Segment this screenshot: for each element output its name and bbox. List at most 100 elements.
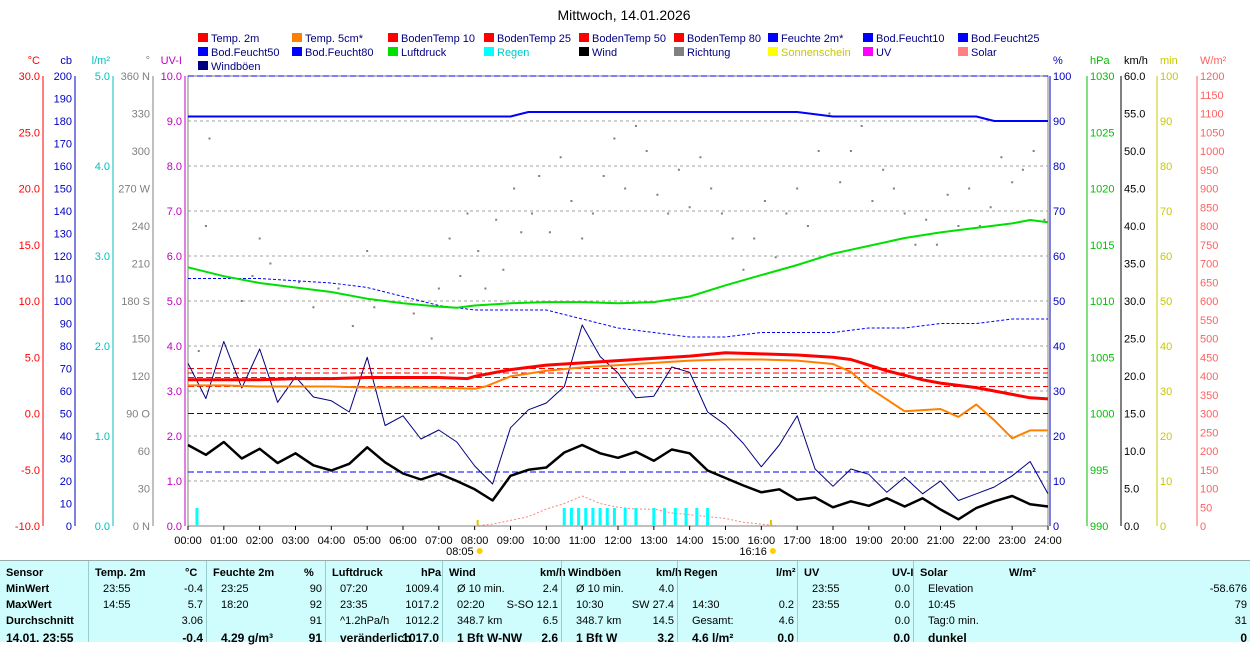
axis-tick-label: 60: [138, 446, 150, 458]
stats-value: 0.0: [894, 599, 910, 611]
stats-sub: Elevation: [928, 583, 974, 595]
stats-row: Tag:0 min. 31: [920, 615, 1247, 631]
stats-value: 4.0: [658, 583, 674, 595]
axis-tick-label: 550: [1200, 315, 1218, 327]
legend-label-bod-feucht80: Bod.Feucht80: [305, 47, 374, 59]
stats-header: UV: [804, 567, 820, 579]
axis-tick-label: 5.0: [95, 71, 110, 83]
axis-tick-label: 90 O: [126, 409, 150, 421]
direction-point: [484, 287, 487, 290]
weather-chart: Mittwoch, 14.01.2026 Temp. 2m Temp. 5cm* B…: [15, 7, 1227, 558]
direction-point: [796, 187, 799, 190]
stats-sub: 14:55: [103, 599, 131, 611]
stats-unit: °C: [185, 567, 198, 579]
stats-sub: 14:30: [692, 599, 720, 611]
series-line-bod-feucht10: [188, 278, 1048, 338]
direction-point: [477, 250, 480, 252]
axis-tick-label: 450: [1200, 352, 1218, 364]
stats-unit: %: [304, 567, 314, 579]
direction-point: [448, 237, 451, 240]
direction-point: [251, 275, 254, 277]
axis-tick-label: 90: [1053, 116, 1065, 128]
legend-swatch-bod-feucht80: [292, 47, 302, 56]
direction-point: [946, 193, 949, 196]
direction-point: [634, 125, 637, 127]
stats-row: 23:55 0.0: [804, 583, 910, 599]
rain-bar: [706, 508, 710, 526]
axis-tick-label: 1025: [1090, 127, 1114, 139]
direction-point: [602, 175, 605, 177]
axis-tick-label: 80: [60, 341, 72, 353]
time-tick-label: 01:00: [210, 535, 238, 547]
legend-label-feuchte-2m: Feuchte 2m*: [781, 33, 844, 45]
legend-swatch-sonnenschein: [768, 47, 778, 56]
axis-tick-label: 70: [60, 364, 72, 376]
series-layer: [187, 75, 1049, 527]
axis-tick-label: 40: [1160, 341, 1172, 353]
grid: [188, 120, 1048, 482]
series-line-solar: [474, 495, 780, 527]
axis-unit--right: %: [1053, 55, 1063, 67]
stats-row: MaxWert: [6, 599, 84, 615]
axis-tick-label: 1150: [1200, 90, 1224, 102]
sun-icon: [476, 548, 483, 554]
stats-label: MaxWert: [6, 599, 52, 611]
direction-point: [373, 306, 376, 309]
direction-point: [197, 350, 200, 352]
direction-point: [269, 262, 272, 265]
direction-point: [667, 212, 670, 215]
direction-point: [720, 212, 723, 215]
axis-tick-label: 1.0: [95, 431, 110, 443]
series-line-temp-5cm: [188, 358, 1048, 440]
rain-bar: [195, 508, 199, 526]
axis-tick-label: 25.0: [19, 127, 40, 139]
direction-point: [208, 137, 211, 140]
direction-point: [914, 243, 917, 246]
axis-tick-label: 750: [1200, 240, 1218, 252]
rain-bar: [598, 508, 602, 526]
axis-tick-label: 1100: [1200, 109, 1224, 121]
axis-tick-label: 1030: [1090, 71, 1114, 83]
direction-point: [570, 200, 573, 202]
stats-row: Gesamt: 4.6: [684, 615, 794, 631]
axis-tick-label: 40: [1053, 341, 1065, 353]
time-tick-label: 17:00: [783, 535, 811, 547]
axis-tick-label: 0: [1200, 521, 1206, 533]
axis-tick-label: 600: [1200, 296, 1218, 308]
time-tick-label: 15:00: [712, 535, 740, 547]
axis-tick-label: 0.0: [25, 409, 40, 421]
direction-point: [710, 187, 713, 190]
axis-tick-label: 130: [54, 229, 72, 241]
sunrise-label: 08:05: [446, 546, 474, 558]
axis-tick-label: 8.0: [167, 161, 182, 173]
stats-row: Ø 10 min. 4.0: [568, 583, 674, 599]
direction-point: [513, 187, 516, 190]
direction-point: [677, 168, 680, 171]
stats-value: 0.0: [777, 631, 794, 645]
stats-header: Sensor: [6, 567, 44, 579]
legend-swatch-temp-5cm: [292, 33, 302, 42]
axis-unit-uv-i-left: UV-I: [161, 55, 182, 67]
axis-tick-label: 150: [132, 334, 150, 346]
axis-tick-label: 360 N: [121, 71, 150, 83]
stats-value: 5.7: [187, 599, 203, 611]
stats-value: -58.676: [1209, 583, 1247, 595]
legend-label-bod-feucht10: Bod.Feucht10: [876, 33, 945, 45]
axis-tick-label: 100: [1200, 484, 1218, 496]
axis-tick-label: 100: [1053, 71, 1071, 83]
stats-label: Durchschnitt: [6, 615, 74, 627]
legend-swatch-windb-en: [198, 61, 208, 70]
legend-swatch-bodentemp-80: [674, 33, 684, 42]
time-tick-label: 13:00: [640, 535, 668, 547]
stats-value: 1017.0: [402, 631, 439, 645]
axis-tick-label: 4.0: [167, 341, 182, 353]
axis-tick-label: 2.0: [95, 341, 110, 353]
stats-value: 90: [309, 583, 322, 595]
stats-sub: 1 Bft W-NW: [457, 631, 523, 645]
stats-column-wind: Wind km/h Ø 10 min. 2.4 02:20 S-SO 12.1 348.7 …: [442, 561, 566, 645]
axis-tick-label: 90: [60, 319, 72, 331]
axis-tick-label: 1200: [1200, 71, 1224, 83]
stats-row: 10:30 SW 27.4: [568, 599, 674, 615]
stats-value: 2.4: [542, 583, 558, 595]
axis-tick-label: 60: [1053, 251, 1065, 263]
